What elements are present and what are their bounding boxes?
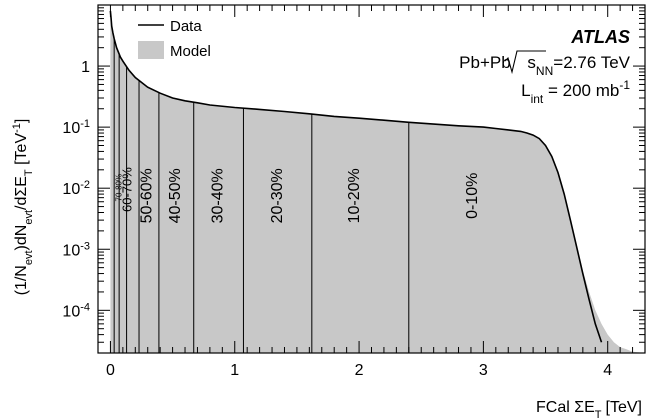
x-tick-label: 1 — [230, 362, 239, 379]
sqrt-sign — [504, 50, 546, 75]
experiment-label: ATLAS — [570, 27, 630, 47]
x-tick-labels: 0 1 2 3 4 — [106, 362, 612, 379]
x-tick-label: 0 — [106, 362, 115, 379]
y-tick-label: 10-1 — [62, 118, 90, 137]
centrality-label: 0-10% — [464, 173, 481, 219]
centrality-label: 70-80% — [115, 174, 124, 202]
y-tick-label: 10-4 — [62, 301, 90, 320]
legend-model-label: Model — [170, 43, 211, 60]
x-tick-label: 3 — [479, 362, 488, 379]
centrality-label: 60-70% — [120, 167, 135, 212]
data-series-line — [109, 10, 603, 343]
centrality-label: 20-30% — [269, 168, 286, 223]
legend: Data Model — [138, 18, 211, 60]
data-line-layer — [109, 10, 603, 343]
y-tick-label: 10-3 — [62, 240, 90, 259]
x-tick-label: 4 — [603, 362, 612, 379]
centrality-labels: 70-80%60-70% 50-60% 40-50% 30-40% 20-30% 10-2… — [115, 167, 482, 224]
y-tick-label: 1 — [81, 59, 90, 76]
x-axis-title: FCal ΣET [TeV] — [536, 399, 642, 418]
luminosity-label: Lint = 200 mb-1 — [521, 78, 630, 106]
y-tick-label: 10-2 — [62, 179, 90, 198]
legend-model-swatch — [138, 41, 164, 59]
x-tick-label: 2 — [355, 362, 364, 379]
model-fill-layer — [110, 10, 645, 354]
collision-label: Pb+Pb sNN=2.76 TeV — [459, 53, 630, 78]
centrality-label: 40-50% — [167, 168, 184, 223]
model-area — [110, 10, 645, 354]
centrality-label: 50-60% — [139, 168, 156, 223]
centrality-label: 30-40% — [209, 168, 226, 223]
centrality-boundaries — [113, 38, 410, 353]
centrality-label: 10-20% — [346, 168, 363, 223]
y-tick-labels: 1 10-1 10-2 10-3 10-4 — [62, 59, 90, 320]
axis-ticks — [98, 4, 645, 354]
legend-data-label: Data — [170, 18, 202, 35]
y-axis-title: (1/Nevt)dNevt/dΣET [TeV-1] — [11, 119, 35, 296]
